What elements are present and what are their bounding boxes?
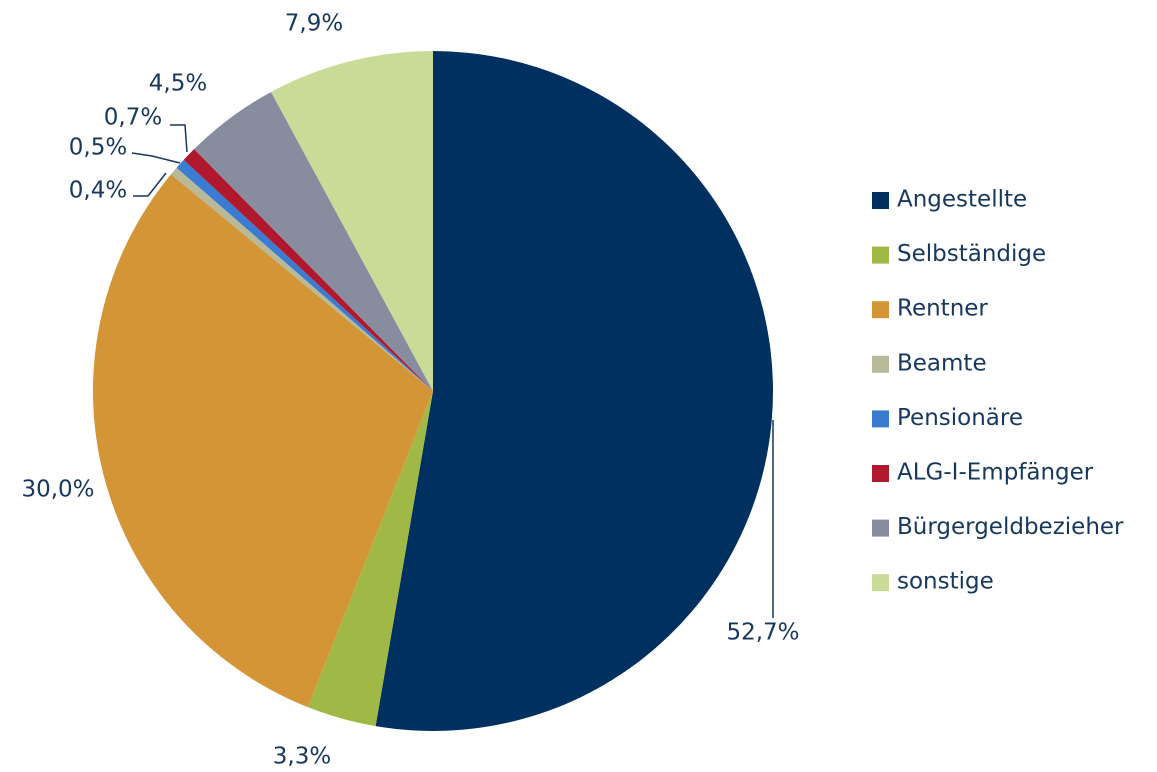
data-label: 3,3% xyxy=(273,744,331,770)
data-label: 0,5% xyxy=(69,135,127,161)
legend-swatch xyxy=(872,301,889,319)
pie-slice xyxy=(271,51,433,391)
leader-line xyxy=(133,172,167,197)
data-label: 4,5% xyxy=(149,71,207,97)
legend-swatch xyxy=(872,410,889,428)
legend-label: Bürgergeldbezieher xyxy=(897,514,1124,540)
leader-line xyxy=(131,152,181,164)
data-label: 52,7% xyxy=(726,620,799,646)
legend-swatch xyxy=(872,192,889,209)
data-label: 30,0% xyxy=(21,477,94,503)
data-label: 7,9% xyxy=(285,11,343,37)
pie-slice xyxy=(375,51,773,731)
pie-slice xyxy=(194,92,433,391)
legend-swatch xyxy=(872,465,889,482)
data-label: 0,4% xyxy=(69,178,127,204)
legend-swatch xyxy=(872,574,889,592)
legend-label: ALG-I-Empfänger xyxy=(897,460,1094,486)
legend-swatch xyxy=(872,519,889,537)
data-label: 0,7% xyxy=(104,105,162,131)
legend-label: Pensionäre xyxy=(897,405,1023,431)
legend-label: Beamte xyxy=(897,350,987,376)
legend-label: Rentner xyxy=(897,296,988,322)
legend-label: Selbständige xyxy=(897,241,1046,267)
leader-line xyxy=(170,124,188,153)
pie-slice xyxy=(176,159,433,391)
legend-label: sonstige xyxy=(897,569,994,595)
pie-slice xyxy=(183,149,433,391)
pie-slice xyxy=(171,167,433,391)
legend-swatch xyxy=(872,246,889,264)
pie-slice xyxy=(307,391,433,727)
legend-label: Angestellte xyxy=(897,187,1027,213)
pie-slice xyxy=(92,174,434,708)
legend-swatch xyxy=(872,355,889,373)
